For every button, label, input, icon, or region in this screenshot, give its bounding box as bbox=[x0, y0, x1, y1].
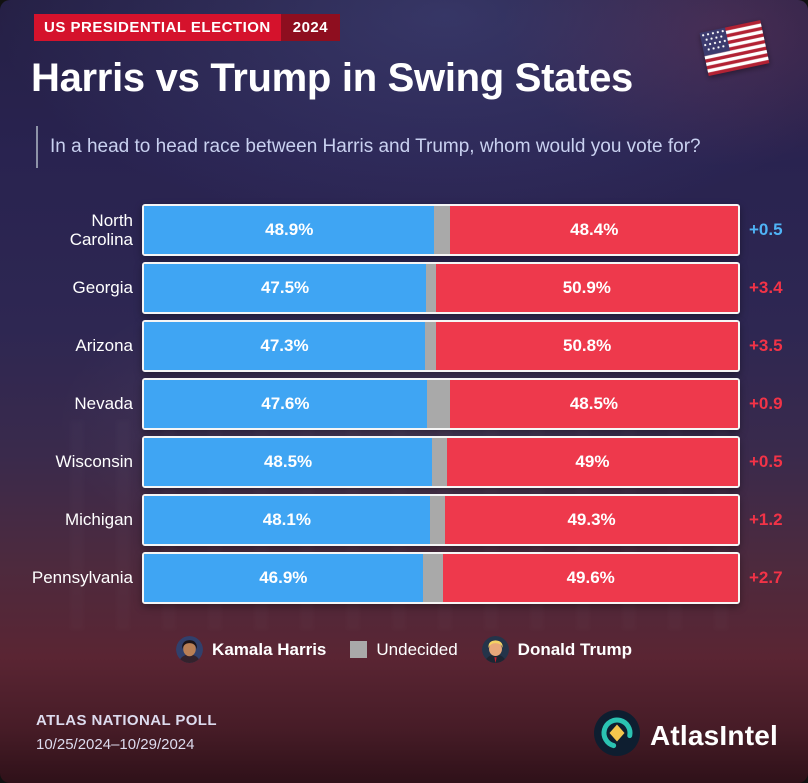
undecided-segment bbox=[434, 206, 451, 254]
state-label: Arizona bbox=[75, 336, 133, 356]
trump-segment: 48.5% bbox=[449, 380, 738, 428]
undecided-segment bbox=[422, 554, 444, 602]
legend-label-undecided: Undecided bbox=[376, 639, 458, 659]
state-label: Georgia bbox=[72, 278, 133, 298]
harris-segment: 46.9% bbox=[144, 554, 423, 602]
trump-segment: 49.6% bbox=[443, 554, 738, 602]
undecided-segment bbox=[432, 438, 447, 486]
trump-value: 48.4% bbox=[570, 220, 619, 239]
atlasintel-logo-icon bbox=[593, 710, 640, 761]
margin-label: +3.4 bbox=[749, 278, 783, 297]
harris-segment: 48.1% bbox=[144, 496, 430, 544]
state-row: Pennsylvania 46.9% 49.6% +2.7 bbox=[0, 552, 808, 604]
brand: AtlasIntel bbox=[593, 710, 778, 761]
harris-segment: 48.9% bbox=[144, 206, 435, 254]
legend-item-trump: Donald Trump bbox=[481, 636, 632, 663]
margin-label: +3.5 bbox=[749, 336, 783, 355]
state-label: Nevada bbox=[74, 394, 133, 414]
trump-segment: 48.4% bbox=[450, 206, 738, 254]
legend-label-trump: Donald Trump bbox=[517, 639, 632, 659]
undecided-segment bbox=[429, 496, 446, 544]
legend-label-harris: Kamala Harris bbox=[212, 639, 327, 659]
trump-value: 50.9% bbox=[562, 278, 611, 297]
harris-segment: 47.5% bbox=[144, 264, 427, 312]
margin-label: +1.2 bbox=[749, 510, 783, 529]
poll-bar: 46.9% 49.6% bbox=[142, 552, 740, 604]
election-badge: US PRESIDENTIAL ELECTION bbox=[34, 14, 281, 41]
harris-segment: 48.5% bbox=[144, 438, 433, 486]
trump-value: 50.8% bbox=[563, 336, 612, 355]
us-flag-icon bbox=[699, 20, 771, 81]
trump-value: 49% bbox=[575, 452, 610, 471]
harris-value: 48.1% bbox=[262, 510, 311, 529]
trump-value: 49.3% bbox=[567, 510, 616, 529]
state-label: Michigan bbox=[64, 510, 133, 530]
state-row: Nevada 47.6% 48.5% +0.9 bbox=[0, 378, 808, 430]
poll-info: ATLAS NATIONAL POLL 10/25/2024–10/29/202… bbox=[36, 712, 217, 753]
trump-avatar bbox=[481, 636, 509, 663]
brand-name: AtlasIntel bbox=[649, 719, 778, 751]
trump-segment: 50.8% bbox=[436, 322, 738, 370]
page-title: Harris vs Trump in Swing States bbox=[31, 56, 633, 100]
poll-bar: 47.6% 48.5% bbox=[142, 378, 740, 430]
margin-label: +0.5 bbox=[749, 220, 783, 239]
undecided-segment bbox=[426, 264, 436, 312]
state-label: Wisconsin bbox=[55, 452, 133, 472]
undecided-swatch bbox=[350, 641, 368, 658]
poll-bar: 48.5% 49% bbox=[142, 436, 740, 488]
trump-segment: 49% bbox=[446, 438, 738, 486]
state-row: North Carolina 48.9% 48.4% +0.5 bbox=[0, 204, 808, 256]
trump-value: 48.5% bbox=[569, 394, 619, 413]
poll-chart: North Carolina 48.9% 48.4% +0.5 Georgia … bbox=[0, 204, 808, 610]
year-badge: 2024 bbox=[280, 14, 341, 41]
harris-value: 48.9% bbox=[265, 220, 314, 239]
undecided-segment bbox=[424, 322, 437, 370]
poll-bar: 47.3% 50.8% bbox=[142, 320, 740, 372]
harris-segment: 47.6% bbox=[144, 380, 427, 428]
subtitle: In a head to head race between Harris an… bbox=[36, 126, 701, 168]
harris-segment: 47.3% bbox=[144, 322, 425, 370]
harris-value: 46.9% bbox=[259, 568, 308, 587]
harris-value: 47.6% bbox=[261, 394, 310, 413]
margin-label: +2.7 bbox=[749, 568, 783, 587]
legend: Kamala Harris Undecided Donald bbox=[0, 636, 808, 663]
poll-bar: 48.9% 48.4% bbox=[142, 204, 740, 256]
harris-value: 48.5% bbox=[263, 452, 313, 471]
poll-bar: 47.5% 50.9% bbox=[142, 262, 740, 314]
header-badges: US PRESIDENTIAL ELECTION 2024 bbox=[34, 14, 341, 41]
state-row: Wisconsin 48.5% 49% +0.5 bbox=[0, 436, 808, 488]
margin-label: +0.9 bbox=[749, 394, 783, 413]
state-row: Arizona 47.3% 50.8% +3.5 bbox=[0, 320, 808, 372]
harris-value: 47.5% bbox=[260, 278, 310, 297]
state-row: Georgia 47.5% 50.9% +3.4 bbox=[0, 262, 808, 314]
poll-dates: 10/25/2024–10/29/2024 bbox=[36, 736, 195, 753]
harris-avatar bbox=[176, 636, 204, 663]
trump-value: 49.6% bbox=[566, 568, 615, 587]
margin-label: +0.5 bbox=[749, 452, 783, 471]
trump-segment: 49.3% bbox=[445, 496, 738, 544]
undecided-segment bbox=[426, 380, 450, 428]
poll-name: ATLAS NATIONAL POLL bbox=[36, 712, 217, 729]
legend-item-harris: Kamala Harris bbox=[176, 636, 326, 663]
harris-value: 47.3% bbox=[260, 336, 309, 355]
state-row: Michigan 48.1% 49.3% +1.2 bbox=[0, 494, 808, 546]
state-label: Pennsylvania bbox=[31, 568, 133, 588]
poll-bar: 48.1% 49.3% bbox=[142, 494, 740, 546]
legend-item-undecided: Undecided bbox=[350, 639, 458, 660]
state-label: North Carolina bbox=[69, 210, 133, 249]
trump-segment: 50.9% bbox=[435, 264, 738, 312]
